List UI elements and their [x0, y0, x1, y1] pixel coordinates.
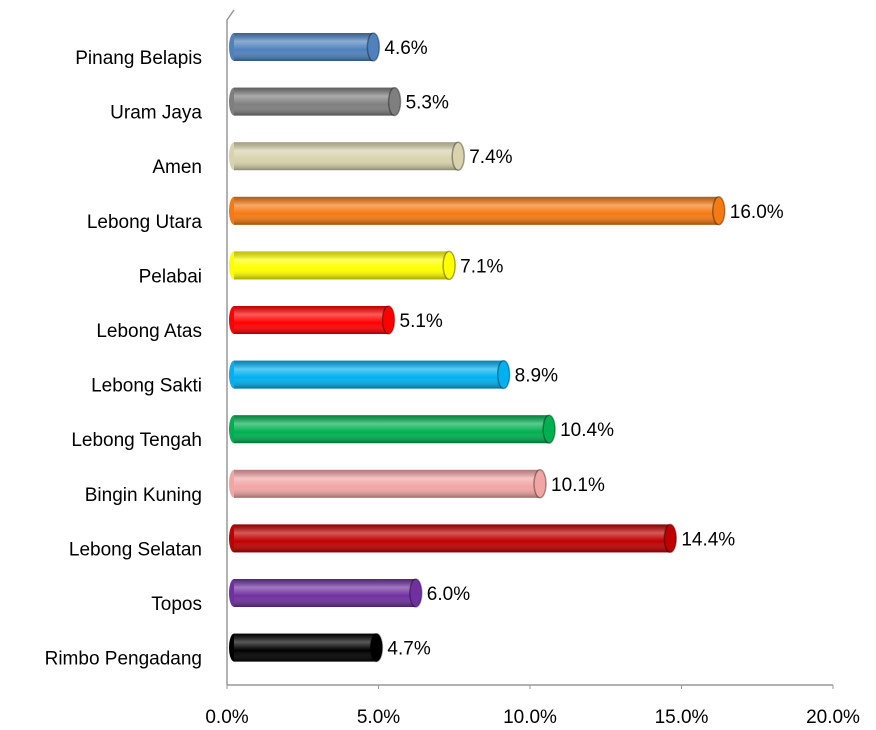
bar-shading — [234, 579, 416, 607]
y-tick-label: Lebong Tengah — [71, 430, 202, 451]
bar-cap — [533, 469, 547, 499]
y-tick-label: Lebong Atas — [96, 321, 202, 342]
back-wall-edge — [226, 9, 235, 685]
bar-shading — [234, 524, 671, 553]
bar-cap — [409, 578, 423, 608]
data-label: 5.1% — [400, 311, 443, 332]
bar-shading — [234, 415, 550, 444]
data-label: 6.0% — [427, 584, 470, 605]
y-tick-label: Bingin Kuning — [85, 485, 202, 506]
x-tick-label: 20.0% — [806, 707, 860, 728]
data-label: 10.4% — [560, 420, 614, 441]
y-tick-label: Topos — [151, 594, 202, 615]
bar-cap — [712, 196, 726, 226]
bar-shading — [234, 360, 504, 389]
bar-shading — [234, 87, 395, 116]
y-tick-label: Pelabai — [139, 266, 202, 287]
data-label: 7.4% — [469, 147, 512, 168]
y-tick-label: Uram Jaya — [110, 103, 202, 124]
data-label: 14.4% — [681, 529, 735, 550]
y-tick-label: Pinang Belapis — [75, 48, 202, 69]
y-tick-label: Lebong Sakti — [91, 376, 202, 397]
data-label: 4.7% — [387, 639, 430, 660]
bar-shading — [234, 469, 541, 498]
data-label: 16.0% — [730, 202, 784, 223]
bar-cap — [366, 32, 381, 62]
bar-shading — [234, 251, 450, 280]
bar-shading — [234, 633, 377, 662]
x-tick-label: 10.0% — [503, 707, 557, 728]
bar-cap — [663, 523, 678, 554]
data-label: 7.1% — [460, 256, 503, 277]
bar-shading — [234, 33, 374, 61]
data-label: 5.3% — [406, 93, 449, 114]
bar-cap — [381, 305, 396, 335]
x-tick-label: 15.0% — [655, 707, 709, 728]
bar-cap — [496, 359, 511, 390]
bar-shading — [234, 196, 719, 225]
y-tick-label: Lebong Utara — [87, 212, 203, 233]
bar-cap — [387, 86, 402, 117]
bar-cap — [542, 414, 556, 444]
bar-cap — [442, 250, 456, 281]
x-tick-label: 0.0% — [205, 707, 248, 728]
bar-shading — [234, 306, 389, 334]
bar-shading — [234, 142, 459, 171]
data-label: 8.9% — [515, 366, 558, 387]
y-tick-label: Amen — [152, 157, 202, 178]
bar-cap — [369, 632, 384, 663]
x-tick-label: 5.0% — [357, 707, 400, 728]
y-tick-label: Lebong Selatan — [69, 539, 202, 560]
data-label: 4.6% — [384, 38, 427, 59]
y-tick-label: Rimbo Pengadang — [45, 649, 202, 670]
bar-cap — [451, 141, 465, 171]
data-label: 10.1% — [551, 475, 605, 496]
